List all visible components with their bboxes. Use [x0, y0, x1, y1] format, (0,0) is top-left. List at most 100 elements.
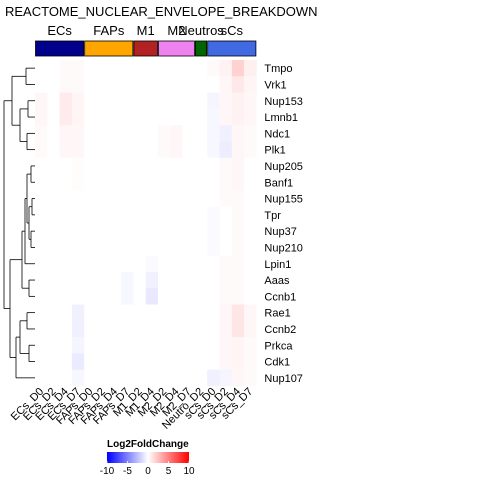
heatmap-cell: [170, 304, 183, 322]
group-bar-2: [133, 40, 158, 57]
heatmap-cell: [59, 174, 73, 191]
heatmap-cell: [121, 288, 134, 305]
heatmap-cell: [59, 288, 73, 305]
row-labels: Tmpo Vrk1 Nup153 Lmnb1 Ndc1 Plk1 Nup205 Banf1 Nu…: [264, 63, 303, 385]
heatmap-cell: [219, 353, 233, 370]
heatmap-cell: [207, 369, 220, 387]
heatmap-cell: [84, 92, 97, 110]
heatmap-cell: [145, 157, 159, 175]
heatmap-cell: [84, 125, 97, 142]
heatmap-cell: [170, 125, 183, 142]
heatmap-cell: [121, 60, 134, 77]
heatmap-cell: [47, 174, 60, 191]
row-label: Lmnb1: [264, 112, 298, 124]
heatmap-cell: [47, 141, 60, 159]
heatmap-cell: [182, 206, 196, 224]
heatmap-cell: [133, 60, 146, 77]
heatmap-cell: [84, 206, 97, 224]
heatmap-cell: [194, 369, 208, 387]
heatmap-cell: [84, 369, 97, 387]
heatmap-cell: [47, 271, 60, 289]
heatmap-cell: [47, 337, 60, 354]
heatmap-cell: [108, 255, 122, 273]
heatmap-cell: [121, 239, 134, 256]
heatmap-cell: [59, 239, 73, 256]
heatmap-cell: [207, 255, 220, 273]
heatmap-cell: [219, 60, 233, 77]
heatmap-cell: [96, 320, 110, 338]
legend-tick-label: -10: [100, 466, 115, 477]
heatmap-cell: [133, 141, 146, 159]
heatmap-cell: [145, 239, 159, 256]
heatmap-cell: [170, 239, 183, 256]
heatmap-cell: [244, 320, 257, 338]
heatmap-cell: [219, 239, 233, 256]
heatmap-cell: [231, 223, 245, 240]
heatmap-cell: [145, 174, 159, 191]
heatmap-cell: [84, 255, 97, 273]
heatmap-cell: [182, 369, 196, 387]
heatmap-cell: [84, 190, 97, 207]
heatmap-cell: [35, 337, 48, 354]
heatmap-cell: [35, 223, 48, 240]
heatmap-cell: [35, 76, 48, 93]
row-label: Ndc1: [264, 128, 290, 140]
heatmap-cell: [35, 304, 48, 322]
row-label: Banf1: [264, 177, 293, 189]
heatmap-cell: [231, 92, 245, 110]
heatmap-cell: [121, 174, 134, 191]
heatmap-cell: [145, 125, 159, 142]
heatmap-cell: [133, 337, 146, 354]
row-label: Nup153: [264, 96, 303, 108]
heatmap-cell: [133, 174, 146, 191]
heatmap-cell: [231, 108, 245, 126]
heatmap-cell: [96, 255, 110, 273]
heatmap-cell: [59, 271, 73, 289]
heatmap-cell: [170, 337, 183, 354]
heatmap-cell: [59, 255, 73, 273]
heatmap-cell: [158, 174, 171, 191]
heatmap-cell: [219, 190, 233, 207]
row-label: Nup210: [264, 242, 303, 254]
heatmap-cell: [47, 288, 60, 305]
heatmap-cell: [108, 141, 122, 159]
heatmap-cell: [59, 60, 73, 77]
heatmap-cell: [231, 190, 245, 207]
heatmap-cell: [133, 190, 146, 207]
heatmap-cell: [47, 206, 60, 224]
heatmap-cell: [244, 288, 257, 305]
heatmap-cell: [158, 92, 171, 110]
heatmap-cell: [158, 369, 171, 387]
row-label: Plk1: [264, 145, 285, 157]
heatmap-cell: [133, 304, 146, 322]
heatmap-cell: [244, 190, 257, 207]
heatmap-cell: [47, 369, 60, 387]
heatmap-cell: [207, 141, 220, 159]
heatmap-cell: [182, 92, 196, 110]
heatmap-cell: [207, 157, 220, 175]
color-legend: Log2FoldChange -10 -5 0 5 10: [100, 439, 195, 477]
heatmap-cell: [59, 92, 73, 110]
heatmap-cell: [71, 337, 85, 354]
heatmap-cell: [219, 108, 233, 126]
heatmap-cell: [207, 304, 220, 322]
heatmap-cell: [35, 353, 48, 370]
heatmap-cell: [59, 190, 73, 207]
heatmap-cell: [47, 60, 60, 77]
heatmap-cell: [219, 304, 233, 322]
heatmap-cell: [207, 239, 220, 256]
heatmap-cell: [121, 206, 134, 224]
heatmap-cell: [194, 239, 208, 256]
row-label: Vrk1: [264, 79, 286, 91]
heatmap-cell: [96, 271, 110, 289]
heatmap-cell: [194, 320, 208, 338]
heatmap-cell: [158, 320, 171, 338]
group-label-1: FAPs: [93, 23, 125, 38]
heatmap-cell: [71, 369, 85, 387]
heatmap-cell: [96, 337, 110, 354]
legend-tick-label: 5: [166, 466, 172, 477]
heatmap-cell: [145, 108, 159, 126]
heatmap-cell: [35, 157, 48, 175]
heatmap-cell: [145, 60, 159, 77]
heatmap-cell: [71, 206, 85, 224]
